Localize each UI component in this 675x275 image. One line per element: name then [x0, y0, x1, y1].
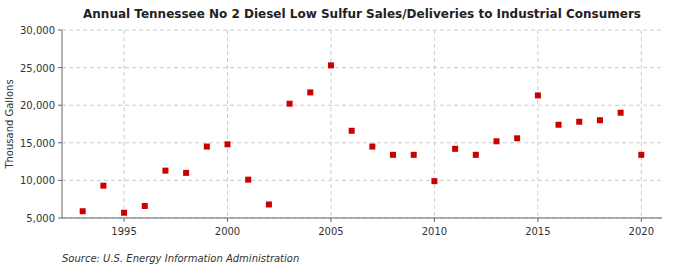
tick-label: 30,000 — [20, 25, 55, 36]
point — [349, 128, 355, 134]
title: Annual Tennessee No 2 Diesel Low Sulfur … — [83, 7, 641, 21]
tick-mark — [58, 30, 62, 31]
tick-mark — [58, 218, 62, 219]
tick-label: 20,000 — [20, 100, 55, 111]
grid-line — [62, 180, 662, 181]
tick-label: 5,000 — [26, 213, 55, 224]
point — [142, 203, 148, 209]
tick-mark — [434, 218, 435, 222]
points — [80, 62, 645, 215]
grid-line — [62, 30, 662, 31]
point — [183, 170, 189, 176]
tick-mark — [330, 218, 331, 222]
point — [287, 101, 293, 107]
grid-line — [124, 30, 125, 218]
point — [638, 152, 644, 158]
grid-line — [330, 30, 331, 218]
source: Source: U.S. Energy Information Administ… — [62, 253, 299, 264]
point — [390, 152, 396, 158]
grid-line — [434, 30, 435, 218]
x-axis-line — [62, 218, 662, 219]
point — [452, 146, 458, 152]
grid — [62, 30, 662, 218]
grid-line — [537, 30, 538, 218]
chart: 5,000 10,000 15,000 20,000 25,000 30,000 1995 2… — [0, 0, 675, 275]
grid-line — [641, 30, 642, 218]
tick-label: 2005 — [318, 226, 343, 237]
tick-mark — [227, 218, 228, 222]
ticks: 5,000 10,000 15,000 20,000 25,000 30,000 1995 2… — [20, 25, 654, 237]
tick-label: 2010 — [422, 226, 447, 237]
tick-label: 2015 — [525, 226, 550, 237]
point — [514, 135, 520, 141]
grid-line — [227, 30, 228, 218]
tick-mark — [58, 67, 62, 68]
tick-label: 15,000 — [20, 138, 55, 149]
tick-label: 2000 — [215, 226, 240, 237]
grid-line — [62, 105, 662, 106]
point — [328, 62, 334, 68]
tick-mark — [641, 218, 642, 222]
point — [473, 152, 479, 158]
point — [535, 92, 541, 98]
point — [597, 117, 603, 123]
grid-line — [62, 67, 662, 68]
grid-line — [62, 218, 662, 219]
tick-mark — [58, 142, 62, 143]
point — [493, 138, 499, 144]
point — [245, 177, 251, 183]
point — [80, 208, 86, 214]
point — [307, 89, 313, 95]
tick-label: 1995 — [111, 226, 136, 237]
point — [411, 152, 417, 158]
point — [556, 122, 562, 128]
point — [204, 144, 210, 150]
tick-label: 25,000 — [20, 63, 55, 74]
tick-mark — [58, 180, 62, 181]
tick-mark — [58, 105, 62, 106]
point — [100, 183, 106, 189]
point — [618, 110, 624, 116]
point — [162, 168, 168, 174]
tick-mark — [537, 218, 538, 222]
point — [121, 210, 127, 216]
tick-label: 10,000 — [20, 175, 55, 186]
tick-label: 2020 — [629, 226, 654, 237]
grid-line — [62, 142, 662, 143]
tick-mark — [124, 218, 125, 222]
y-axis-line — [62, 30, 63, 218]
point — [369, 144, 375, 150]
point — [266, 201, 272, 207]
point — [576, 119, 582, 125]
point — [431, 178, 437, 184]
point — [225, 141, 231, 147]
y-axis-label: Thousand Gallons — [4, 79, 15, 169]
